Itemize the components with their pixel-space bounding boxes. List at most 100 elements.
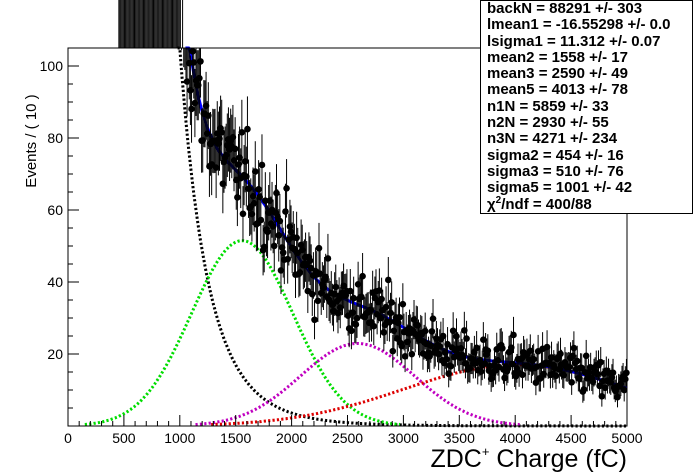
data-point (190, 59, 198, 66)
data-point (340, 282, 347, 290)
data-point (617, 380, 625, 388)
stats-row: n3N = 4271 +/- 234 (487, 130, 618, 148)
data-point (609, 369, 617, 376)
data-point (504, 365, 512, 372)
data-point (623, 369, 630, 377)
data-point (322, 273, 329, 281)
data-point (587, 364, 594, 371)
data-point (236, 154, 243, 161)
x-tick-label: 1000 (164, 430, 195, 446)
data-point (260, 243, 268, 251)
x-tick-label: 0 (64, 430, 72, 446)
data-point (216, 135, 223, 142)
data-point (276, 217, 284, 225)
data-point (222, 151, 230, 159)
stats-row: sigma2 = 454 +/- 16 (487, 146, 624, 164)
data-point (473, 344, 480, 352)
data-point (580, 386, 588, 393)
data-point (235, 161, 242, 168)
data-point (194, 81, 202, 89)
axes: 0 500 1000 1500 2000 2500 3000 3500 4000 4500 5000… (40, 58, 643, 446)
data-point (573, 357, 581, 365)
data-point (398, 342, 406, 350)
data-point (499, 344, 506, 352)
stats-row: sigma3 = 510 +/- 76 (487, 162, 624, 180)
data-point (435, 350, 442, 358)
x-axis-title: ZDC+ Charge (fC) (430, 444, 627, 472)
data-point (370, 322, 378, 330)
data-point (229, 133, 237, 141)
peak1-curve (84, 239, 401, 426)
data-point (199, 137, 207, 144)
data-point (283, 185, 290, 192)
data-point (286, 223, 294, 230)
data-point (239, 210, 247, 218)
data-point (382, 303, 390, 311)
data-point (393, 335, 401, 342)
data-point (388, 299, 395, 306)
data-point (582, 352, 590, 360)
data-point (251, 168, 259, 175)
data-point (279, 249, 287, 256)
data-point (320, 284, 327, 291)
data-point (447, 362, 455, 370)
x-tick-label: 1500 (220, 430, 251, 446)
data-point (212, 164, 220, 171)
x-tick-label: 3000 (388, 430, 419, 446)
y-tick-label: 60 (47, 202, 63, 218)
data-point (377, 314, 384, 322)
data-point (442, 349, 449, 356)
chi2-exponent: 2 (495, 194, 502, 206)
data-point (287, 228, 295, 236)
data-point (519, 371, 526, 379)
data-point (436, 342, 444, 350)
data-point (463, 335, 470, 342)
data-point (250, 199, 258, 207)
data-point (316, 270, 324, 277)
data-point (297, 241, 305, 249)
data-point (354, 281, 362, 288)
data-point (429, 315, 437, 322)
x-tick-label: 3500 (444, 430, 475, 446)
data-point (552, 372, 560, 380)
data-point (560, 371, 568, 379)
data-point (387, 309, 394, 317)
data-point (540, 370, 548, 378)
data-point (258, 161, 266, 169)
data-point (243, 173, 250, 180)
data-point (439, 332, 447, 340)
data-point (359, 272, 366, 280)
data-point (421, 327, 429, 335)
data-point (570, 344, 578, 352)
data-point (205, 112, 212, 119)
x-tick-label: 4000 (500, 430, 531, 446)
data-point (596, 382, 603, 390)
data-point (509, 360, 516, 368)
data-point (275, 232, 283, 239)
data-point (336, 304, 344, 311)
data-point (543, 343, 551, 351)
data-point (187, 86, 194, 94)
data-point (601, 384, 609, 392)
data-point (557, 350, 564, 358)
y-axis-title: Events / ( 10 ) (23, 94, 40, 187)
data-point (331, 290, 338, 298)
data-point (257, 216, 265, 224)
data-point (241, 158, 249, 165)
data-point (238, 129, 246, 136)
data-point (188, 105, 195, 113)
data-point (324, 255, 332, 262)
data-point (284, 255, 291, 263)
data-point (350, 294, 357, 302)
data-point (401, 352, 409, 360)
data-point (548, 354, 555, 361)
fit-stats-rows: backN = 88291 +/- 303 lmean1 = -16.55298 … (481, 1, 692, 197)
data-point (218, 128, 226, 136)
data-point (428, 328, 436, 335)
fit-stats-box: backN = 88291 +/- 303 lmean1 = -16.55298 … (480, 0, 693, 214)
data-point (598, 392, 606, 400)
data-point (353, 314, 361, 322)
data-point (197, 58, 204, 65)
data-point (459, 354, 467, 361)
x-axis-title-superscript: + (482, 444, 490, 459)
